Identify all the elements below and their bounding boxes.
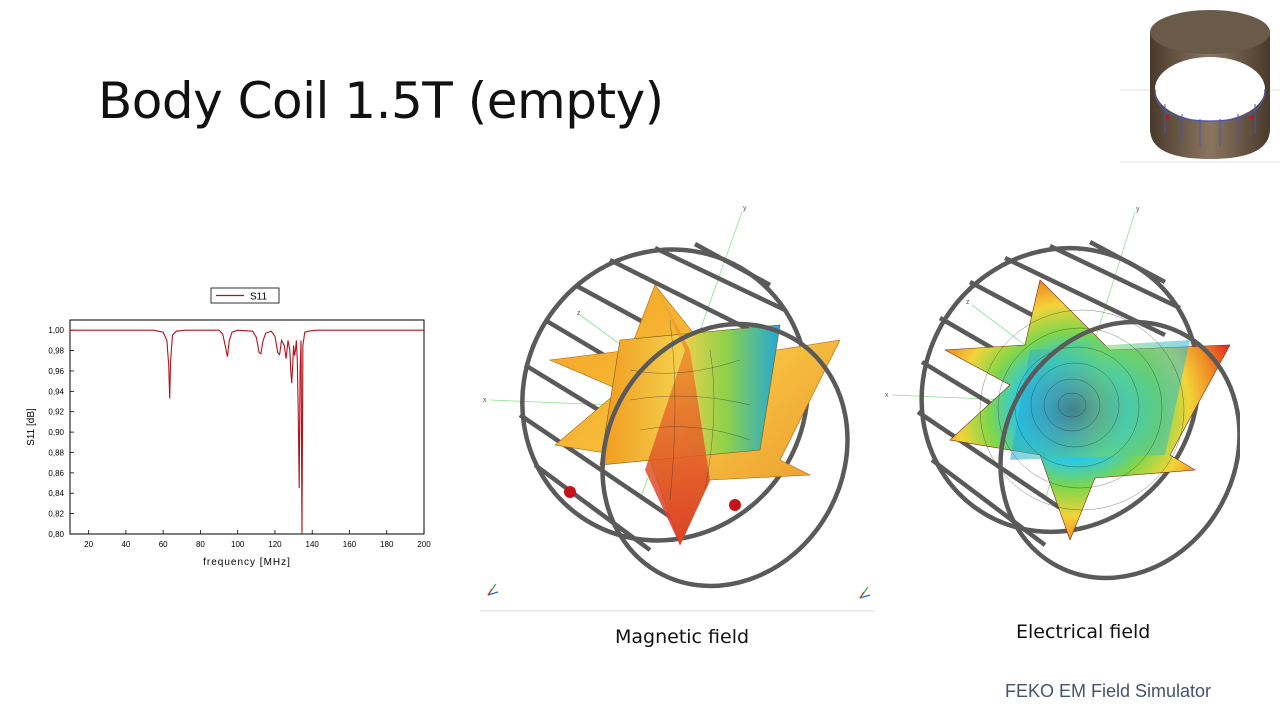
coil-birdcage-ring: [1154, 88, 1266, 122]
magnetic-field-view: y x z: [480, 200, 880, 615]
electrical-field-graphic: y x z: [885, 206, 1242, 581]
x-axis-label: frequency [MHz]: [203, 557, 291, 568]
y-tick-label: 0,82: [48, 510, 64, 519]
coil-thumbnail-graphic: [1120, 10, 1280, 163]
x-tick-label: 40: [121, 540, 130, 549]
x-tick-label: 180: [380, 540, 394, 549]
x-tick-label: 140: [306, 540, 320, 549]
x-tick-label: 200: [417, 540, 431, 549]
y-tick-label: 0,96: [48, 367, 64, 376]
y-tick-label: 0,94: [48, 387, 64, 396]
coil-birdcage-rungs: [1164, 104, 1256, 146]
caption-magnetic-field: Magnetic field: [615, 626, 750, 648]
chart-legend: S11: [210, 287, 280, 304]
x-tick-label: 120: [268, 540, 282, 549]
coil-port-left: [1165, 115, 1169, 119]
coil-front-ring: [600, 321, 850, 589]
electrical-field-plane-b: [1010, 340, 1190, 460]
axis-x-label: x: [885, 392, 889, 399]
electrical-field-view: y x z: [880, 200, 1242, 610]
y-tick-label: 0,86: [48, 469, 64, 478]
feed-port-left: [564, 486, 576, 498]
caption-electrical-field: Electrical field: [1016, 621, 1151, 643]
x-ticks: 20 40 60 80 100 120 140 160 180 200: [84, 530, 431, 549]
slide-title: Body Coil 1.5T (empty): [98, 72, 664, 130]
s11-chart-svg: S11 20 40 60 80 100 120 140 160 180 200 0,800,820…: [26, 287, 431, 568]
y-tick-label: 0,90: [48, 428, 64, 437]
axis-z-label: z: [966, 299, 970, 306]
magnetic-field-plane-c: [645, 285, 710, 545]
x-tick-label: 60: [159, 540, 168, 549]
s11-chart: S11 20 40 60 80 100 120 140 160 180 200 0,80 0,82 0…: [18, 282, 438, 572]
coil-shell-top: [1150, 10, 1270, 54]
s11-curve: [70, 329, 424, 535]
axis-z-label: z: [577, 310, 581, 317]
coil-opening: [1155, 57, 1265, 121]
axis-y-label: y: [743, 205, 747, 212]
y-tick-label: 0,98: [48, 347, 64, 356]
orientation-triad-left: [487, 583, 499, 596]
x-tick-label: 100: [231, 540, 245, 549]
legend-label: S11: [250, 292, 267, 303]
plot-frame: [69, 319, 425, 535]
y-tick-label: 1,00: [48, 326, 64, 335]
feed-port-right: [729, 499, 741, 511]
axis-y-label: y: [1136, 206, 1140, 213]
coil-thumbnail: [1120, 4, 1280, 164]
coil-port-right: [1250, 115, 1254, 119]
y-tick-label: 0,80: [48, 530, 64, 539]
coil-front-ring: [998, 319, 1242, 581]
footer-simulator-label: FEKO EM Field Simulator: [1005, 681, 1212, 701]
y-tick-label: 0,84: [48, 489, 64, 498]
x-tick-label: 20: [84, 540, 93, 549]
y-ticks: 0,80 0,82 0,84 0,86 0,88 0,90 0,92 0,94 0,96 0,98…: [48, 326, 74, 539]
axis-x-label: x: [483, 397, 487, 404]
orientation-triad-right: [859, 586, 871, 599]
y-tick-label: 0,88: [48, 448, 64, 457]
y-tick-label: 0,92: [48, 408, 64, 417]
x-tick-label: 160: [343, 540, 357, 549]
legend-box: [210, 287, 280, 304]
y-axis-label: S11 [dB]: [26, 408, 37, 446]
magnetic-field-graphic: y x z: [480, 205, 875, 612]
x-tick-label: 80: [196, 540, 205, 549]
